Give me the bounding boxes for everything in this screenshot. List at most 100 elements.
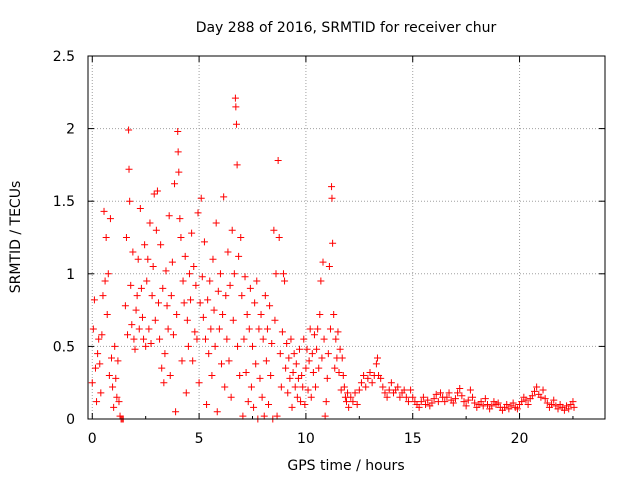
data-point: [539, 386, 547, 394]
data-point: [192, 281, 200, 289]
data-point: [221, 383, 229, 391]
data-point: [307, 393, 315, 401]
data-point: [339, 371, 347, 379]
data-point: [288, 403, 296, 411]
data-point: [115, 398, 123, 406]
data-point: [218, 360, 226, 368]
data-point: [247, 383, 255, 391]
data-point: [460, 398, 468, 406]
data-point: [124, 331, 132, 339]
data-point: [276, 350, 284, 358]
data-point: [464, 396, 472, 404]
data-point: [330, 310, 338, 318]
data-point: [177, 234, 185, 241]
data-point: [111, 342, 119, 350]
data-point: [151, 316, 159, 324]
data-point: [240, 335, 248, 343]
data-point: [543, 399, 551, 407]
data-point: [409, 393, 417, 401]
data-point: [449, 399, 457, 407]
data-point: [293, 393, 301, 401]
data-point: [105, 371, 113, 379]
data-point: [262, 357, 270, 365]
data-point: [343, 398, 350, 406]
data-point: [462, 402, 470, 410]
data-point: [522, 396, 530, 404]
data-point: [211, 342, 219, 350]
data-point: [454, 389, 462, 397]
data-point: [230, 270, 238, 278]
data-point: [122, 234, 130, 241]
data-point: [169, 331, 177, 339]
data-point: [207, 325, 215, 333]
data-point: [175, 168, 183, 176]
data-point: [320, 335, 328, 343]
data-point: [142, 342, 150, 350]
data-point: [168, 258, 176, 266]
data-point: [235, 252, 243, 260]
data-point: [533, 383, 541, 391]
data-point: [332, 335, 340, 343]
data-point: [103, 310, 111, 318]
data-point: [189, 357, 197, 365]
y-tick-label: 1.5: [53, 194, 75, 210]
data-point: [157, 241, 165, 249]
data-point: [204, 296, 212, 304]
data-point: [297, 398, 305, 406]
data-point: [417, 398, 425, 406]
data-point: [141, 241, 149, 249]
data-point: [114, 357, 122, 365]
data-point: [99, 292, 107, 300]
data-point: [146, 219, 154, 227]
data-point: [290, 350, 298, 358]
data-point: [434, 398, 442, 406]
data-point: [315, 364, 323, 372]
data-point: [96, 360, 104, 368]
data-point: [428, 399, 436, 407]
data-point: [287, 335, 295, 343]
data-point: [212, 219, 220, 227]
data-point: [274, 157, 282, 165]
data-point: [292, 360, 300, 368]
data-point: [100, 207, 108, 215]
x-tick-label: 10: [297, 431, 315, 447]
y-tick-label: 0: [66, 412, 75, 428]
data-point: [336, 345, 344, 353]
data-point: [125, 165, 133, 173]
data-point: [305, 357, 313, 365]
plot-frame: [87, 55, 606, 420]
data-point: [108, 354, 115, 362]
data-point: [226, 281, 234, 289]
data-point: [158, 364, 166, 372]
data-point: [236, 371, 244, 379]
data-point: [210, 306, 218, 314]
data-point: [308, 350, 316, 358]
data-point: [245, 325, 253, 333]
data-point: [184, 342, 192, 350]
data-point: [360, 371, 368, 379]
data-point: [484, 400, 491, 408]
data-point: [479, 402, 487, 410]
data-point: [303, 345, 311, 353]
data-point: [548, 400, 556, 408]
data-point: [136, 204, 144, 212]
data-point: [249, 342, 256, 350]
data-point: [268, 339, 276, 347]
data-point: [159, 284, 167, 292]
data-point: [331, 364, 339, 372]
data-point: [554, 405, 562, 413]
y-tick-label: 1: [66, 267, 75, 283]
data-point: [335, 369, 343, 377]
data-point: [166, 371, 174, 379]
data-point: [314, 325, 322, 333]
data-point: [172, 408, 180, 416]
data-point: [160, 379, 168, 387]
data-point: [296, 345, 303, 353]
data-point: [195, 379, 203, 387]
y-axis-label: SRMTID / TECUs: [8, 181, 24, 294]
data-point: [144, 255, 152, 263]
data-point: [174, 148, 182, 156]
data-point: [203, 400, 211, 408]
data-point: [176, 215, 184, 223]
